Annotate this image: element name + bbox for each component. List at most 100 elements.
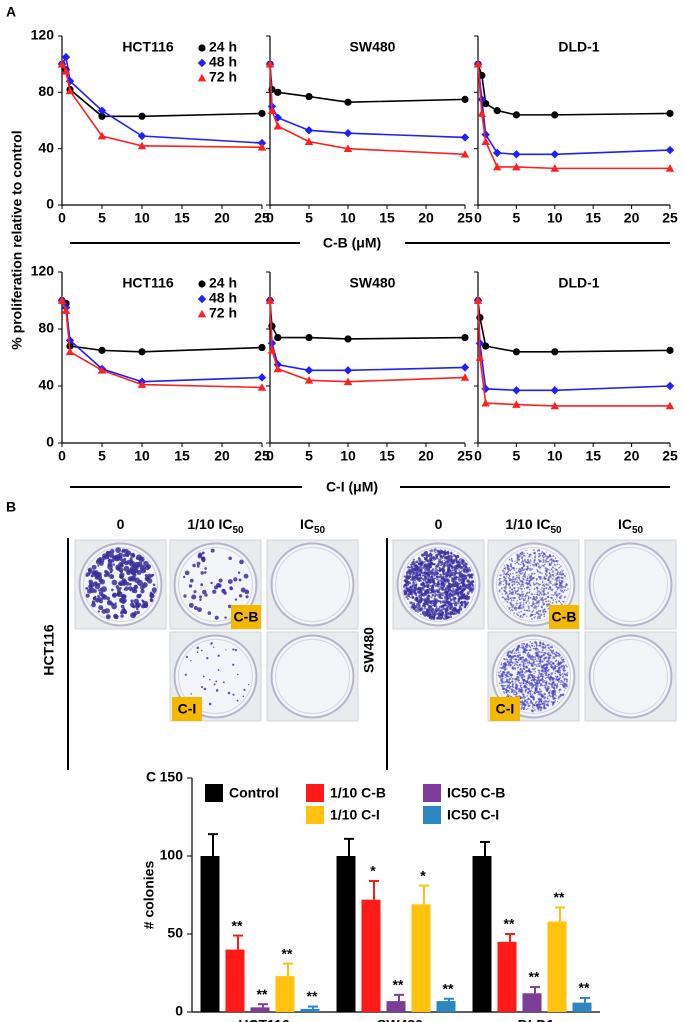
colony	[518, 558, 521, 561]
marker	[305, 92, 313, 101]
colony	[519, 675, 521, 677]
colony	[513, 694, 515, 696]
colony	[503, 601, 505, 603]
colony	[535, 578, 538, 581]
colony	[522, 682, 525, 685]
colony	[557, 593, 559, 595]
colony	[449, 615, 453, 619]
marker	[461, 95, 469, 103]
colony	[538, 680, 540, 682]
colony	[546, 697, 549, 699]
colony	[426, 596, 429, 599]
colony	[509, 586, 512, 589]
colony	[504, 587, 507, 590]
colony	[547, 603, 550, 606]
colony	[459, 570, 461, 573]
colony	[543, 651, 545, 653]
colony	[536, 680, 539, 683]
colony	[521, 661, 523, 663]
colony	[132, 612, 137, 617]
colony	[533, 648, 535, 650]
colony	[542, 602, 545, 606]
colony	[437, 580, 440, 583]
colony	[443, 559, 446, 561]
colony	[547, 569, 549, 571]
bar	[411, 904, 431, 1012]
colony	[560, 602, 562, 604]
legend-label: 1/10 C-B	[330, 785, 386, 801]
colony	[554, 591, 557, 594]
colony	[237, 571, 241, 575]
colony	[412, 596, 415, 599]
colony	[519, 668, 522, 671]
dish-rim	[178, 639, 253, 714]
marker	[477, 95, 487, 104]
colony	[433, 551, 436, 553]
marker	[550, 401, 559, 410]
colony	[547, 695, 549, 697]
colony	[539, 566, 541, 568]
colony	[538, 571, 542, 574]
treatment-tag-bg	[549, 605, 579, 629]
colony	[534, 640, 536, 643]
colony	[516, 561, 518, 564]
colony	[552, 554, 554, 557]
colony	[498, 675, 502, 679]
bar	[572, 1002, 592, 1012]
marker	[666, 346, 674, 354]
colony	[544, 567, 547, 570]
colony	[544, 564, 546, 566]
colony	[408, 586, 411, 589]
colony	[531, 664, 533, 666]
colony	[109, 568, 114, 573]
colony	[542, 583, 544, 585]
legend-swatch	[306, 784, 324, 802]
colony	[529, 677, 532, 679]
colony	[525, 699, 527, 701]
colony	[535, 586, 538, 589]
treatment-tag-bg	[490, 697, 520, 721]
colony	[563, 596, 566, 599]
colony	[556, 652, 559, 655]
colony	[517, 666, 519, 669]
colony	[542, 589, 546, 592]
x-tick-label: 15	[585, 210, 601, 226]
colony	[511, 567, 513, 569]
colony	[533, 663, 536, 666]
x-tick-label: DLD1	[518, 1017, 555, 1022]
colony	[448, 563, 452, 567]
colony	[403, 591, 406, 595]
colony	[503, 579, 506, 581]
marker	[512, 400, 521, 408]
colony	[533, 616, 536, 619]
colony	[457, 598, 461, 601]
colony	[540, 566, 542, 568]
colony	[115, 584, 120, 589]
colony	[565, 687, 567, 690]
colony	[521, 607, 523, 610]
colony	[522, 693, 525, 696]
colony	[552, 560, 555, 563]
colony	[458, 569, 460, 571]
colony	[543, 592, 546, 596]
colony	[517, 655, 520, 658]
colony	[554, 664, 557, 667]
colony	[558, 573, 560, 575]
colony	[149, 598, 153, 601]
colony	[413, 564, 416, 568]
colony	[436, 576, 438, 578]
colony	[529, 559, 532, 561]
colony	[438, 595, 441, 598]
colony	[405, 574, 409, 578]
colony	[412, 584, 415, 587]
colony	[522, 554, 526, 557]
colony	[98, 557, 103, 561]
colony	[533, 697, 535, 699]
colony	[436, 553, 439, 555]
colony	[537, 656, 540, 659]
y-axis-label: % proliferation relative to control	[9, 130, 25, 349]
colony	[218, 578, 223, 583]
colony	[504, 598, 506, 601]
colony	[91, 602, 96, 608]
colony	[558, 596, 561, 599]
